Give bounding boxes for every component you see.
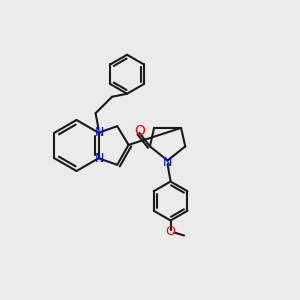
Text: O: O [166, 225, 176, 239]
Text: N: N [95, 152, 104, 165]
Text: N: N [163, 155, 172, 169]
Text: N: N [95, 126, 104, 139]
Text: O: O [134, 124, 145, 137]
